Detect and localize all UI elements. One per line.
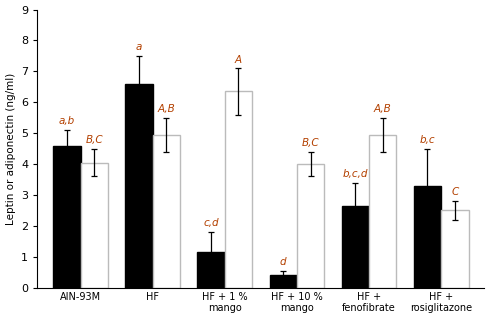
Bar — [197, 252, 225, 288]
Text: B,C: B,C — [85, 135, 103, 145]
Text: A,B: A,B — [157, 104, 175, 114]
Bar — [53, 145, 80, 288]
Bar — [125, 84, 153, 288]
Bar — [297, 164, 324, 288]
Text: b,c,d: b,c,d — [343, 169, 368, 179]
Text: A,B: A,B — [374, 104, 392, 114]
Bar — [441, 211, 468, 288]
Y-axis label: Leptin or adiponectin (ng/ml): Leptin or adiponectin (ng/ml) — [5, 72, 16, 225]
Bar — [225, 92, 252, 288]
Text: a,b: a,b — [59, 116, 75, 126]
Bar — [153, 135, 180, 288]
Bar — [342, 206, 369, 288]
Bar — [414, 186, 441, 288]
Text: c,d: c,d — [203, 218, 219, 228]
Text: C: C — [451, 188, 459, 197]
Bar — [80, 162, 108, 288]
Text: B,C: B,C — [302, 138, 319, 148]
Bar — [270, 275, 297, 288]
Text: d: d — [280, 257, 287, 267]
Text: A: A — [235, 55, 242, 64]
Text: b,c: b,c — [419, 135, 435, 145]
Text: a: a — [136, 42, 142, 52]
Bar — [369, 135, 396, 288]
